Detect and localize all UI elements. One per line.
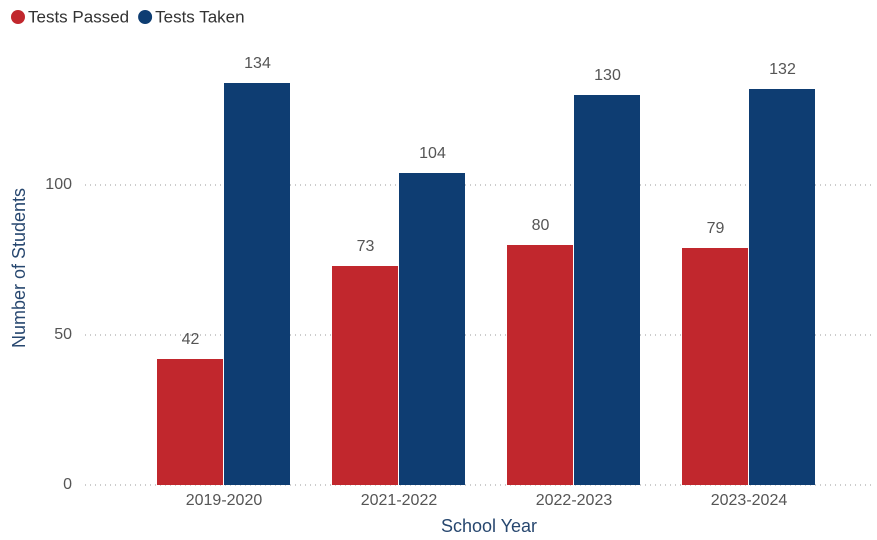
y-tick-label: 100 [45, 176, 72, 193]
data-label: 104 [419, 145, 446, 162]
x-axis-title: School Year [441, 516, 537, 536]
legend-label: Tests Taken [155, 7, 244, 26]
data-label: 130 [594, 67, 621, 84]
legend-marker [138, 10, 153, 24]
data-label: 42 [182, 331, 200, 348]
x-tick-label: 2019-2020 [186, 492, 263, 509]
y-tick-label: 0 [63, 476, 72, 493]
data-label: 134 [244, 55, 271, 72]
bar [507, 245, 573, 485]
x-tick-label: 2021-2022 [361, 492, 438, 509]
bar [574, 95, 640, 485]
legend-label: Tests Passed [28, 7, 129, 26]
y-tick-label: 50 [54, 326, 72, 343]
x-tick-label: 2022-2023 [536, 492, 613, 509]
legend-marker [11, 10, 25, 24]
data-label: 80 [532, 217, 550, 234]
bar [224, 83, 290, 485]
bar [399, 173, 465, 485]
x-tick-label: 2023-2024 [711, 492, 788, 509]
bar [749, 89, 815, 485]
bar [157, 359, 223, 485]
data-label: 79 [707, 220, 725, 237]
data-label: 73 [357, 238, 375, 255]
data-label: 132 [769, 61, 796, 78]
y-axis-title: Number of Students [9, 188, 29, 348]
bar [682, 248, 748, 485]
bar [332, 266, 398, 485]
